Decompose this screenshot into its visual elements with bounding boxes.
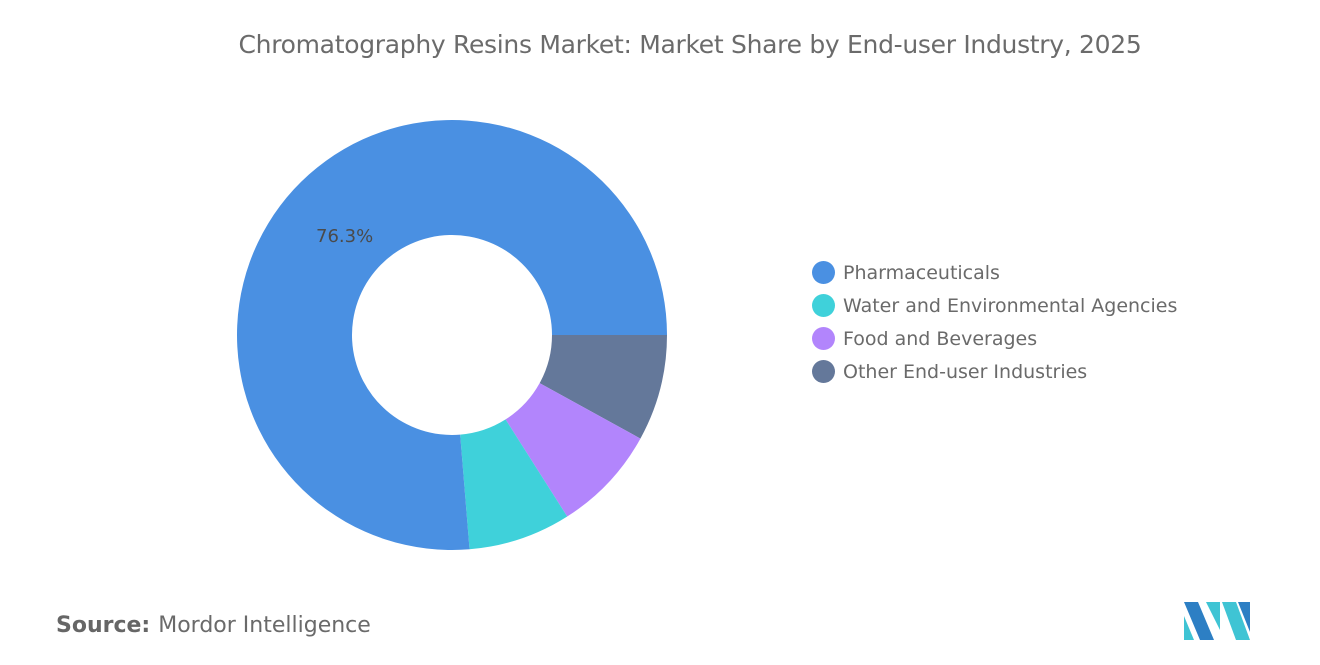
legend: Pharmaceuticals Water and Environmental … — [812, 256, 1177, 388]
data-label-pharmaceuticals: 76.3% — [316, 226, 374, 247]
legend-swatch-icon — [812, 261, 835, 284]
legend-item-food: Food and Beverages — [812, 322, 1177, 355]
legend-item-water: Water and Environmental Agencies — [812, 289, 1177, 322]
slice-water-and-environmental-agencies — [460, 419, 568, 550]
chart-title: Chromatography Resins Market: Market Sha… — [238, 30, 1142, 59]
slice-food-and-beverages — [505, 383, 641, 517]
slice-pharmaceuticals — [237, 120, 667, 551]
legend-item-other: Other End-user Industries — [812, 355, 1177, 388]
mordor-logo-icon — [1184, 602, 1250, 640]
legend-item-pharmaceuticals: Pharmaceuticals — [812, 256, 1177, 289]
source-note: Source: Mordor Intelligence — [56, 613, 371, 638]
slice-other-end-user-industries — [539, 335, 667, 439]
legend-swatch-icon — [812, 327, 835, 350]
legend-swatch-icon — [812, 360, 835, 383]
legend-swatch-icon — [812, 294, 835, 317]
